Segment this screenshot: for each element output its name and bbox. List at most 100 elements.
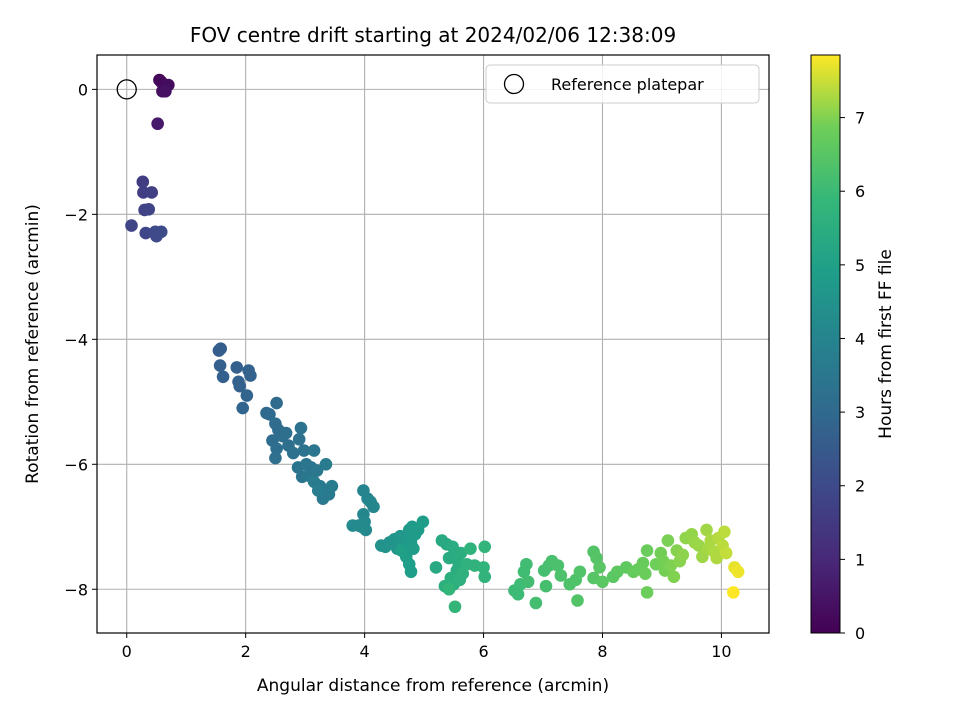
data-point bbox=[142, 203, 156, 216]
data-point bbox=[692, 539, 706, 552]
data-point bbox=[233, 379, 247, 393]
y-tick-label: 0 bbox=[78, 80, 88, 99]
legend: Reference platepar bbox=[485, 64, 760, 104]
data-point bbox=[448, 600, 462, 614]
data-point bbox=[718, 525, 731, 539]
data-point bbox=[407, 542, 420, 555]
y-axis-label: Rotation from reference (arcmin) bbox=[23, 204, 43, 484]
data-points bbox=[116, 73, 745, 614]
data-point bbox=[230, 361, 244, 374]
data-point bbox=[355, 520, 368, 534]
data-point bbox=[240, 389, 254, 402]
data-point bbox=[456, 567, 470, 580]
data-point bbox=[661, 534, 675, 547]
colorbar-tick-label: 1 bbox=[855, 550, 865, 569]
x-tick-label: 2 bbox=[241, 642, 251, 661]
data-point bbox=[311, 484, 325, 497]
data-point bbox=[216, 370, 230, 384]
axis-ticks: 0 2 4 6 8 10 0 −2 −4 −6 −8 bbox=[64, 80, 731, 661]
y-tick-label: −6 bbox=[64, 455, 88, 474]
data-point bbox=[279, 426, 293, 440]
data-point bbox=[571, 594, 584, 607]
data-point bbox=[639, 567, 652, 580]
data-point bbox=[700, 523, 713, 537]
data-point bbox=[395, 544, 408, 557]
data-point bbox=[676, 548, 690, 562]
data-point bbox=[667, 570, 681, 584]
data-point bbox=[573, 565, 587, 579]
data-point bbox=[416, 515, 430, 529]
x-tick-label: 0 bbox=[122, 642, 132, 661]
data-point bbox=[145, 186, 159, 199]
y-tick-label: −2 bbox=[64, 205, 88, 224]
x-tick-label: 4 bbox=[360, 642, 370, 661]
data-point bbox=[286, 446, 300, 460]
legend-reference-marker bbox=[503, 73, 525, 95]
colorbar-tick-label: 3 bbox=[855, 403, 865, 422]
data-point bbox=[640, 586, 654, 599]
data-point bbox=[731, 565, 745, 579]
data-point bbox=[294, 421, 308, 435]
data-point bbox=[270, 396, 283, 410]
data-point bbox=[270, 442, 283, 455]
data-point bbox=[325, 479, 339, 493]
data-point bbox=[307, 444, 321, 457]
data-point bbox=[213, 359, 227, 372]
data-point bbox=[521, 575, 535, 589]
x-tick-label: 10 bbox=[711, 642, 731, 661]
data-point bbox=[529, 596, 543, 610]
data-point bbox=[710, 551, 723, 565]
legend-box bbox=[485, 64, 760, 104]
data-point bbox=[478, 570, 492, 584]
data-point bbox=[244, 369, 257, 382]
data-point bbox=[636, 556, 650, 570]
data-point bbox=[593, 561, 606, 574]
colorbar-tick-label: 4 bbox=[855, 329, 865, 348]
colorbar-tick-label: 2 bbox=[855, 477, 865, 496]
data-point bbox=[159, 84, 172, 98]
data-point bbox=[477, 561, 490, 574]
data-point bbox=[297, 444, 311, 457]
x-axis-label: Angular distance from reference (arcmin) bbox=[257, 676, 609, 696]
colorbar-tick-label: 7 bbox=[855, 109, 865, 128]
colorbar-tick-label: 0 bbox=[855, 624, 865, 643]
data-point bbox=[292, 432, 306, 446]
data-point bbox=[539, 579, 553, 593]
x-tick-label: 8 bbox=[597, 642, 607, 661]
data-point bbox=[139, 226, 153, 240]
data-point bbox=[404, 565, 418, 579]
data-point bbox=[727, 586, 740, 599]
data-point bbox=[520, 557, 533, 571]
plot-frame bbox=[96, 54, 770, 634]
data-point bbox=[214, 342, 227, 355]
data-point bbox=[640, 544, 654, 557]
colorbar-label: Hours from first FF file bbox=[876, 249, 896, 439]
data-point bbox=[263, 407, 276, 421]
data-point bbox=[367, 500, 380, 514]
chart-title: FOV centre drift starting at 2024/02/06 … bbox=[190, 23, 676, 47]
data-point bbox=[551, 559, 565, 572]
data-point bbox=[429, 561, 443, 574]
data-point bbox=[319, 457, 333, 471]
x-tick-label: 6 bbox=[478, 642, 488, 661]
data-point bbox=[554, 569, 568, 582]
data-point bbox=[719, 546, 733, 560]
colorbar-ticks: 0 1 2 3 4 5 6 7 bbox=[840, 109, 865, 643]
data-point bbox=[596, 575, 609, 589]
data-point bbox=[442, 582, 456, 596]
data-point bbox=[136, 175, 150, 189]
colorbar bbox=[810, 54, 841, 634]
data-point bbox=[269, 451, 282, 465]
reference-platepar-marker bbox=[116, 79, 137, 100]
y-tick-label: −4 bbox=[64, 330, 88, 349]
data-point bbox=[511, 587, 525, 601]
data-point bbox=[478, 540, 492, 554]
data-point bbox=[464, 542, 477, 555]
data-point bbox=[154, 225, 168, 239]
data-point bbox=[125, 219, 138, 232]
grid bbox=[97, 55, 769, 633]
legend-label: Reference platepar bbox=[551, 75, 704, 94]
data-point bbox=[151, 117, 164, 131]
y-tick-label: −8 bbox=[64, 580, 88, 599]
